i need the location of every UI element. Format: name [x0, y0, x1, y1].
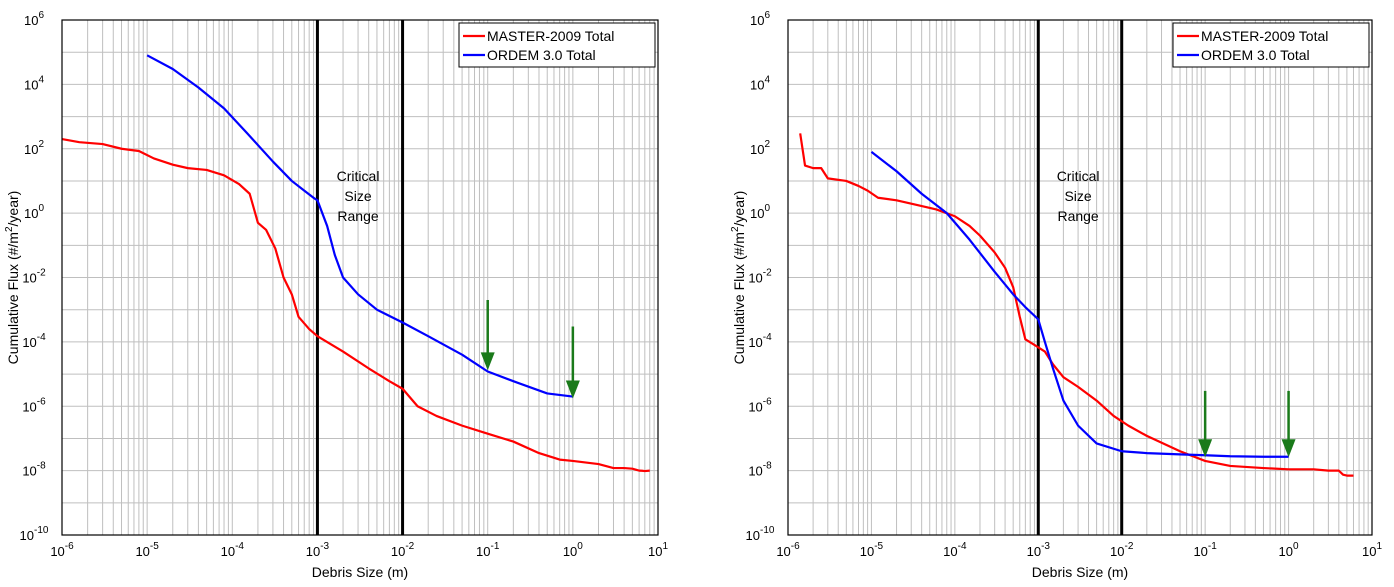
y-tick-label: 102: [750, 139, 770, 157]
legend-label: ORDEM 3.0 Total: [487, 47, 596, 63]
critical-size-range-label: Critical Size Range: [337, 168, 380, 224]
x-tick-label: 10-2: [391, 541, 415, 559]
x-tick-label: 101: [648, 541, 668, 559]
y-tick-label: 106: [24, 10, 44, 28]
y-tick-label: 10-4: [748, 332, 772, 350]
legend: MASTER-2009 Total ORDEM 3.0 Total: [458, 22, 656, 68]
arrow-marker-2: [1281, 390, 1296, 458]
y-tick-label: 10-2: [22, 268, 46, 286]
x-tick-label: 10-3: [306, 541, 330, 559]
arrow-marker-2: [565, 326, 580, 399]
y-tick-label: 10-6: [748, 396, 772, 414]
x-axis-title: Debris Size (m): [312, 564, 408, 580]
x-tick-label: 10-3: [1027, 541, 1051, 559]
critical-size-range-label: Critical Size Range: [1057, 168, 1100, 224]
y-axis-title: Cumulative Flux (#/m2/year): [730, 191, 747, 365]
x-tick-label: 10-4: [943, 541, 967, 559]
y-tick-label: 100: [750, 203, 770, 221]
y-tick-label: 104: [24, 74, 44, 92]
y-axis-title: Cumulative Flux (#/m2/year): [4, 191, 21, 365]
arrow-head: [565, 380, 580, 399]
legend-box: [458, 22, 656, 68]
arrow-head: [1281, 439, 1296, 458]
x-tick-label: 101: [1362, 541, 1382, 559]
y-tick-label: 104: [750, 74, 770, 92]
y-tick-label: 106: [750, 10, 770, 28]
y-tick-label: 102: [24, 139, 44, 157]
y-tick-label: 10-4: [22, 332, 46, 350]
legend: MASTER-2009 Total ORDEM 3.0 Total: [1172, 22, 1370, 68]
series-line-ordem-3: [870, 150, 1289, 458]
legend-box: [1172, 22, 1370, 68]
legend-label: MASTER-2009 Total: [1201, 28, 1328, 44]
legend-label: MASTER-2009 Total: [487, 28, 614, 44]
y-tick-label: 10-8: [748, 461, 772, 479]
arrow-head: [480, 352, 495, 371]
x-tick-label: 100: [1279, 541, 1299, 559]
y-tick-label: 100: [24, 203, 44, 221]
arrow-head: [1198, 439, 1213, 458]
y-tick-label: 10-8: [22, 461, 46, 479]
x-tick-label: 10-5: [860, 541, 884, 559]
chart-panel-2: Critical Size Range 10-6 10-5 10-4 10-3 10-2 10-…: [730, 10, 1382, 580]
legend-label: ORDEM 3.0 Total: [1201, 47, 1310, 63]
x-tick-label: 10-1: [1193, 541, 1217, 559]
series-line-ordem-3: [146, 54, 573, 398]
arrow-marker-1: [480, 299, 495, 371]
x-tick-label: 100: [563, 541, 583, 559]
y-tick-label: 10-10: [746, 525, 775, 543]
axes-frame: [787, 19, 1373, 536]
x-axis-title: Debris Size (m): [1032, 564, 1128, 580]
grid-lines: [61, 19, 658, 536]
x-tick-label: 10-1: [476, 541, 500, 559]
x-tick-label: 10-6: [50, 541, 74, 559]
y-tick-label: 10-6: [22, 396, 46, 414]
x-tick-label: 10-4: [221, 541, 245, 559]
chart-panel-1: Critical Size Range 10-6 10-5 10-4 10-3 10-2 10-…: [4, 10, 668, 580]
series-line-master-2009: [61, 137, 650, 473]
x-tick-label: 10-6: [776, 541, 800, 559]
axes-frame: [61, 19, 659, 536]
y-tick-label: 10-2: [748, 268, 772, 286]
x-tick-label: 10-2: [1110, 541, 1134, 559]
series-line-master-2009: [799, 133, 1354, 477]
y-tick-label: 10-10: [20, 525, 49, 543]
arrow-marker-1: [1198, 390, 1213, 458]
x-tick-label: 10-5: [135, 541, 159, 559]
